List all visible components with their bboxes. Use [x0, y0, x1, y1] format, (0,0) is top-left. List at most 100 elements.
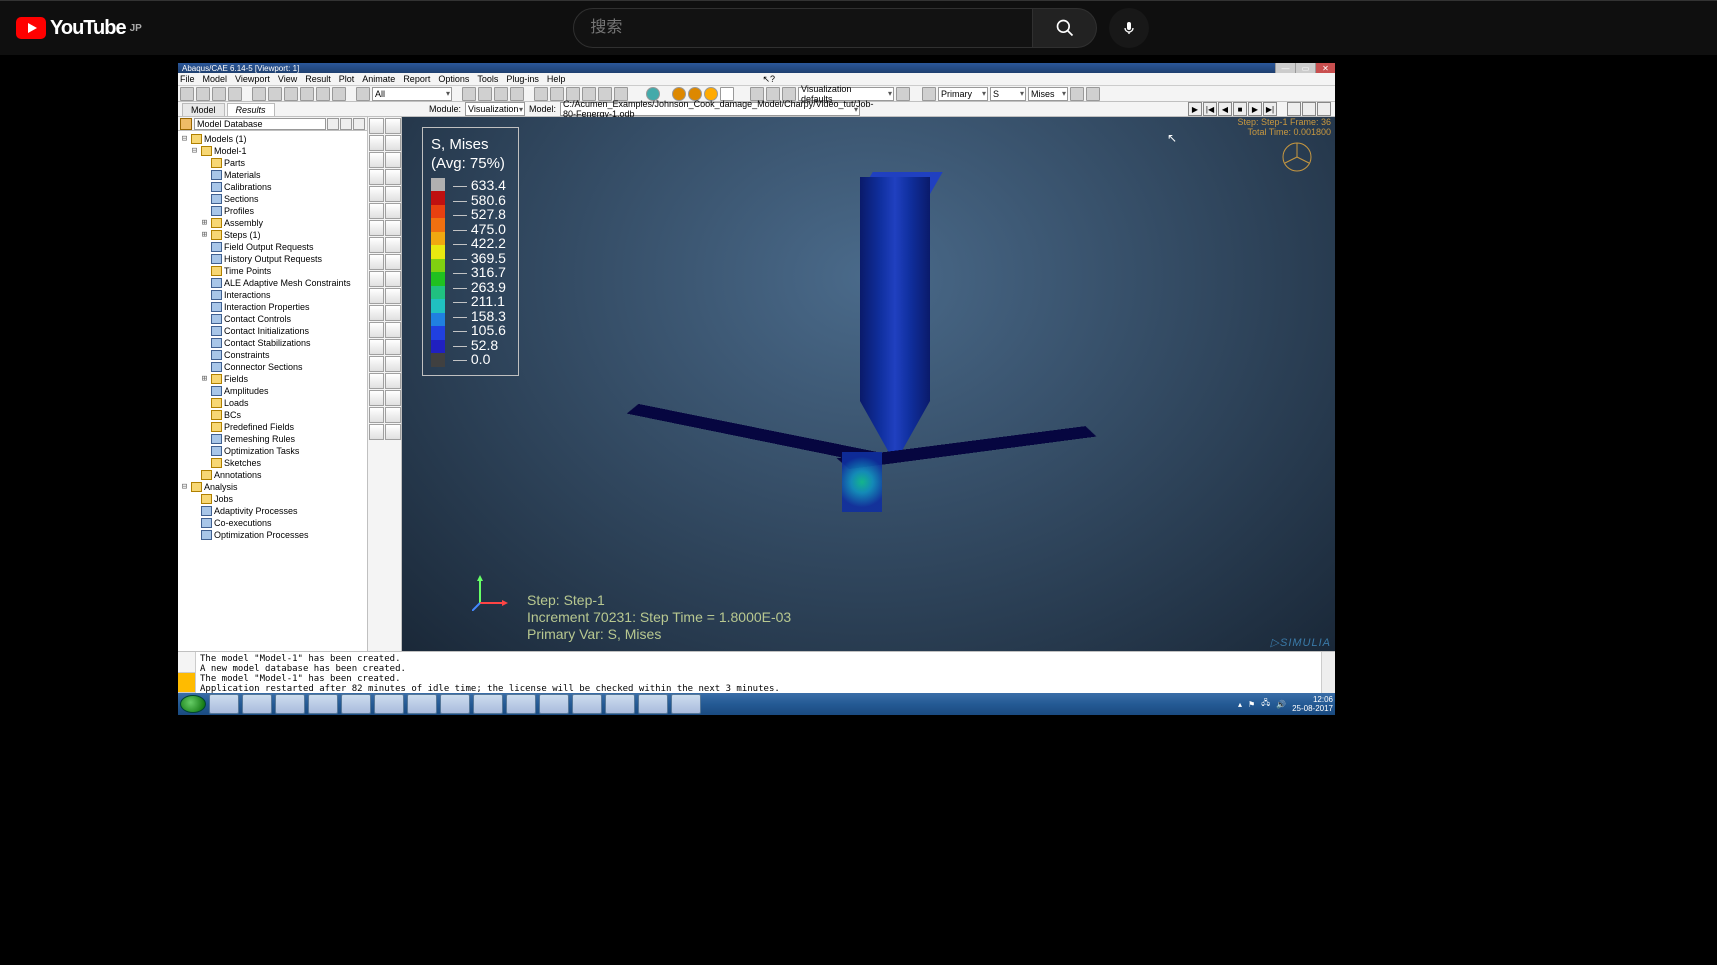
- taskbar-clock[interactable]: 12:06 25-08-2017: [1292, 695, 1333, 713]
- toolbox-icon[interactable]: [369, 237, 385, 253]
- toolbox-icon[interactable]: [385, 424, 401, 440]
- tree-node[interactable]: Contact Stabilizations: [180, 337, 365, 349]
- toolbox-icon[interactable]: [369, 339, 385, 355]
- view2-icon[interactable]: [478, 87, 492, 101]
- select-icon[interactable]: [356, 87, 370, 101]
- toolbox-icon[interactable]: [369, 254, 385, 270]
- toolbox-icon[interactable]: [369, 186, 385, 202]
- anim2-icon[interactable]: [1302, 102, 1316, 116]
- taskbar-app5-icon[interactable]: [638, 694, 668, 714]
- taskbar-media-icon[interactable]: [275, 694, 305, 714]
- toolbox-icon[interactable]: [369, 390, 385, 406]
- menu-help[interactable]: Help: [547, 74, 566, 84]
- toolbox-icon[interactable]: [369, 271, 385, 287]
- tree-node[interactable]: Connector Sections: [180, 361, 365, 373]
- toolbox-icon[interactable]: [385, 254, 401, 270]
- toolbox-icon[interactable]: [369, 288, 385, 304]
- toolbox-icon[interactable]: [385, 220, 401, 236]
- select-filter[interactable]: All: [372, 87, 452, 101]
- tree-node[interactable]: Annotations: [180, 469, 365, 481]
- mises-select[interactable]: Mises: [1028, 87, 1068, 101]
- tree-node[interactable]: Sections: [180, 193, 365, 205]
- menu-model[interactable]: Model: [203, 74, 228, 84]
- tray-flag-icon[interactable]: ⚑: [1248, 700, 1255, 709]
- tray-net-icon[interactable]: 🖧: [1261, 697, 1270, 711]
- tab-model[interactable]: Model: [182, 103, 225, 116]
- tree-node[interactable]: ⊟Analysis: [180, 481, 365, 493]
- toolbox-icon[interactable]: [385, 305, 401, 321]
- tree-node[interactable]: Constraints: [180, 349, 365, 361]
- zoom-icon[interactable]: [284, 87, 298, 101]
- tree-node[interactable]: Time Points: [180, 265, 365, 277]
- s-select[interactable]: S: [990, 87, 1026, 101]
- close-button[interactable]: ✕: [1315, 63, 1335, 73]
- tree-node[interactable]: Parts: [180, 157, 365, 169]
- tree-node[interactable]: Remeshing Rules: [180, 433, 365, 445]
- taskbar-explorer-icon[interactable]: [242, 694, 272, 714]
- taskbar-outlook-icon[interactable]: [407, 694, 437, 714]
- pan-icon[interactable]: [252, 87, 266, 101]
- system-tray[interactable]: ▴ ⚑ 🖧 🔊 12:06 25-08-2017: [1238, 693, 1333, 715]
- cycle-icon[interactable]: [332, 87, 346, 101]
- new-icon[interactable]: [180, 87, 194, 101]
- console-warn-icon[interactable]: [178, 673, 195, 694]
- taskbar-abaqus-icon[interactable]: [671, 694, 701, 714]
- toolbox-icon[interactable]: [369, 407, 385, 423]
- tree-tool1-icon[interactable]: [327, 118, 339, 130]
- menu-tools[interactable]: Tools: [477, 74, 498, 84]
- toolbox-icon[interactable]: [385, 203, 401, 219]
- menu-animate[interactable]: Animate: [362, 74, 395, 84]
- menu-plugins[interactable]: Plug-ins: [506, 74, 539, 84]
- viewport[interactable]: S, Mises (Avg: 75%) 633.4580.6527.8475.0…: [402, 117, 1335, 651]
- console[interactable]: The model "Model-1" has been created.A n…: [196, 652, 1335, 693]
- tree-tool2-icon[interactable]: [340, 118, 352, 130]
- toolbox-icon[interactable]: [385, 390, 401, 406]
- toolbox-icon[interactable]: [369, 135, 385, 151]
- toolbox-icon[interactable]: [385, 118, 401, 134]
- toolbox-icon[interactable]: [369, 152, 385, 168]
- tray-vol-icon[interactable]: 🔊: [1276, 700, 1286, 709]
- search-tool-icon[interactable]: [1086, 87, 1100, 101]
- prev-button[interactable]: ◀: [1218, 102, 1232, 116]
- iso-icon[interactable]: [550, 87, 564, 101]
- tray-up-icon[interactable]: ▴: [1238, 700, 1242, 709]
- view3-icon[interactable]: [494, 87, 508, 101]
- menu-report[interactable]: Report: [403, 74, 430, 84]
- search-button[interactable]: [1033, 8, 1097, 48]
- tree-node[interactable]: Profiles: [180, 205, 365, 217]
- tree-node[interactable]: Interaction Properties: [180, 301, 365, 313]
- start-button[interactable]: [180, 695, 206, 713]
- tree-node[interactable]: Interactions: [180, 289, 365, 301]
- palette-icon[interactable]: [896, 87, 910, 101]
- toolbox-icon[interactable]: [385, 135, 401, 151]
- tree-node[interactable]: ⊞Fields: [180, 373, 365, 385]
- tab-results[interactable]: Results: [227, 103, 275, 116]
- taskbar-app1-icon[interactable]: [440, 694, 470, 714]
- zoom-box-icon[interactable]: [300, 87, 314, 101]
- tree-node[interactable]: ⊞Steps (1): [180, 229, 365, 241]
- taskbar-ppt-icon[interactable]: [374, 694, 404, 714]
- tree-node[interactable]: Sketches: [180, 457, 365, 469]
- toolbox-icon[interactable]: [385, 271, 401, 287]
- next-button[interactable]: ▶: [1248, 102, 1262, 116]
- maximize-button[interactable]: ▭: [1295, 63, 1315, 73]
- tree-node[interactable]: ⊟Model-1: [180, 145, 365, 157]
- minimize-button[interactable]: —: [1275, 63, 1295, 73]
- open-icon[interactable]: [196, 87, 210, 101]
- anim3-icon[interactable]: [1317, 102, 1331, 116]
- tree-node[interactable]: Optimization Processes: [180, 529, 365, 541]
- toolbox-icon[interactable]: [369, 356, 385, 372]
- play-button[interactable]: ▶: [1188, 102, 1202, 116]
- toolbox-icon[interactable]: [369, 305, 385, 321]
- tree-tool3-icon[interactable]: [353, 118, 365, 130]
- toolbox-icon[interactable]: [385, 322, 401, 338]
- menu-plot[interactable]: Plot: [339, 74, 355, 84]
- voice-search-button[interactable]: [1109, 8, 1149, 48]
- menu-viewport[interactable]: Viewport: [235, 74, 270, 84]
- tree-node[interactable]: Optimization Tasks: [180, 445, 365, 457]
- toolbox-icon[interactable]: [369, 118, 385, 134]
- abaqus-titlebar[interactable]: Abaqus/CAE 6.14-5 [Viewport: 1] — ▭ ✕: [178, 63, 1335, 73]
- var-icon[interactable]: [922, 87, 936, 101]
- console-scrollbar[interactable]: [1321, 652, 1335, 693]
- view4-icon[interactable]: [510, 87, 524, 101]
